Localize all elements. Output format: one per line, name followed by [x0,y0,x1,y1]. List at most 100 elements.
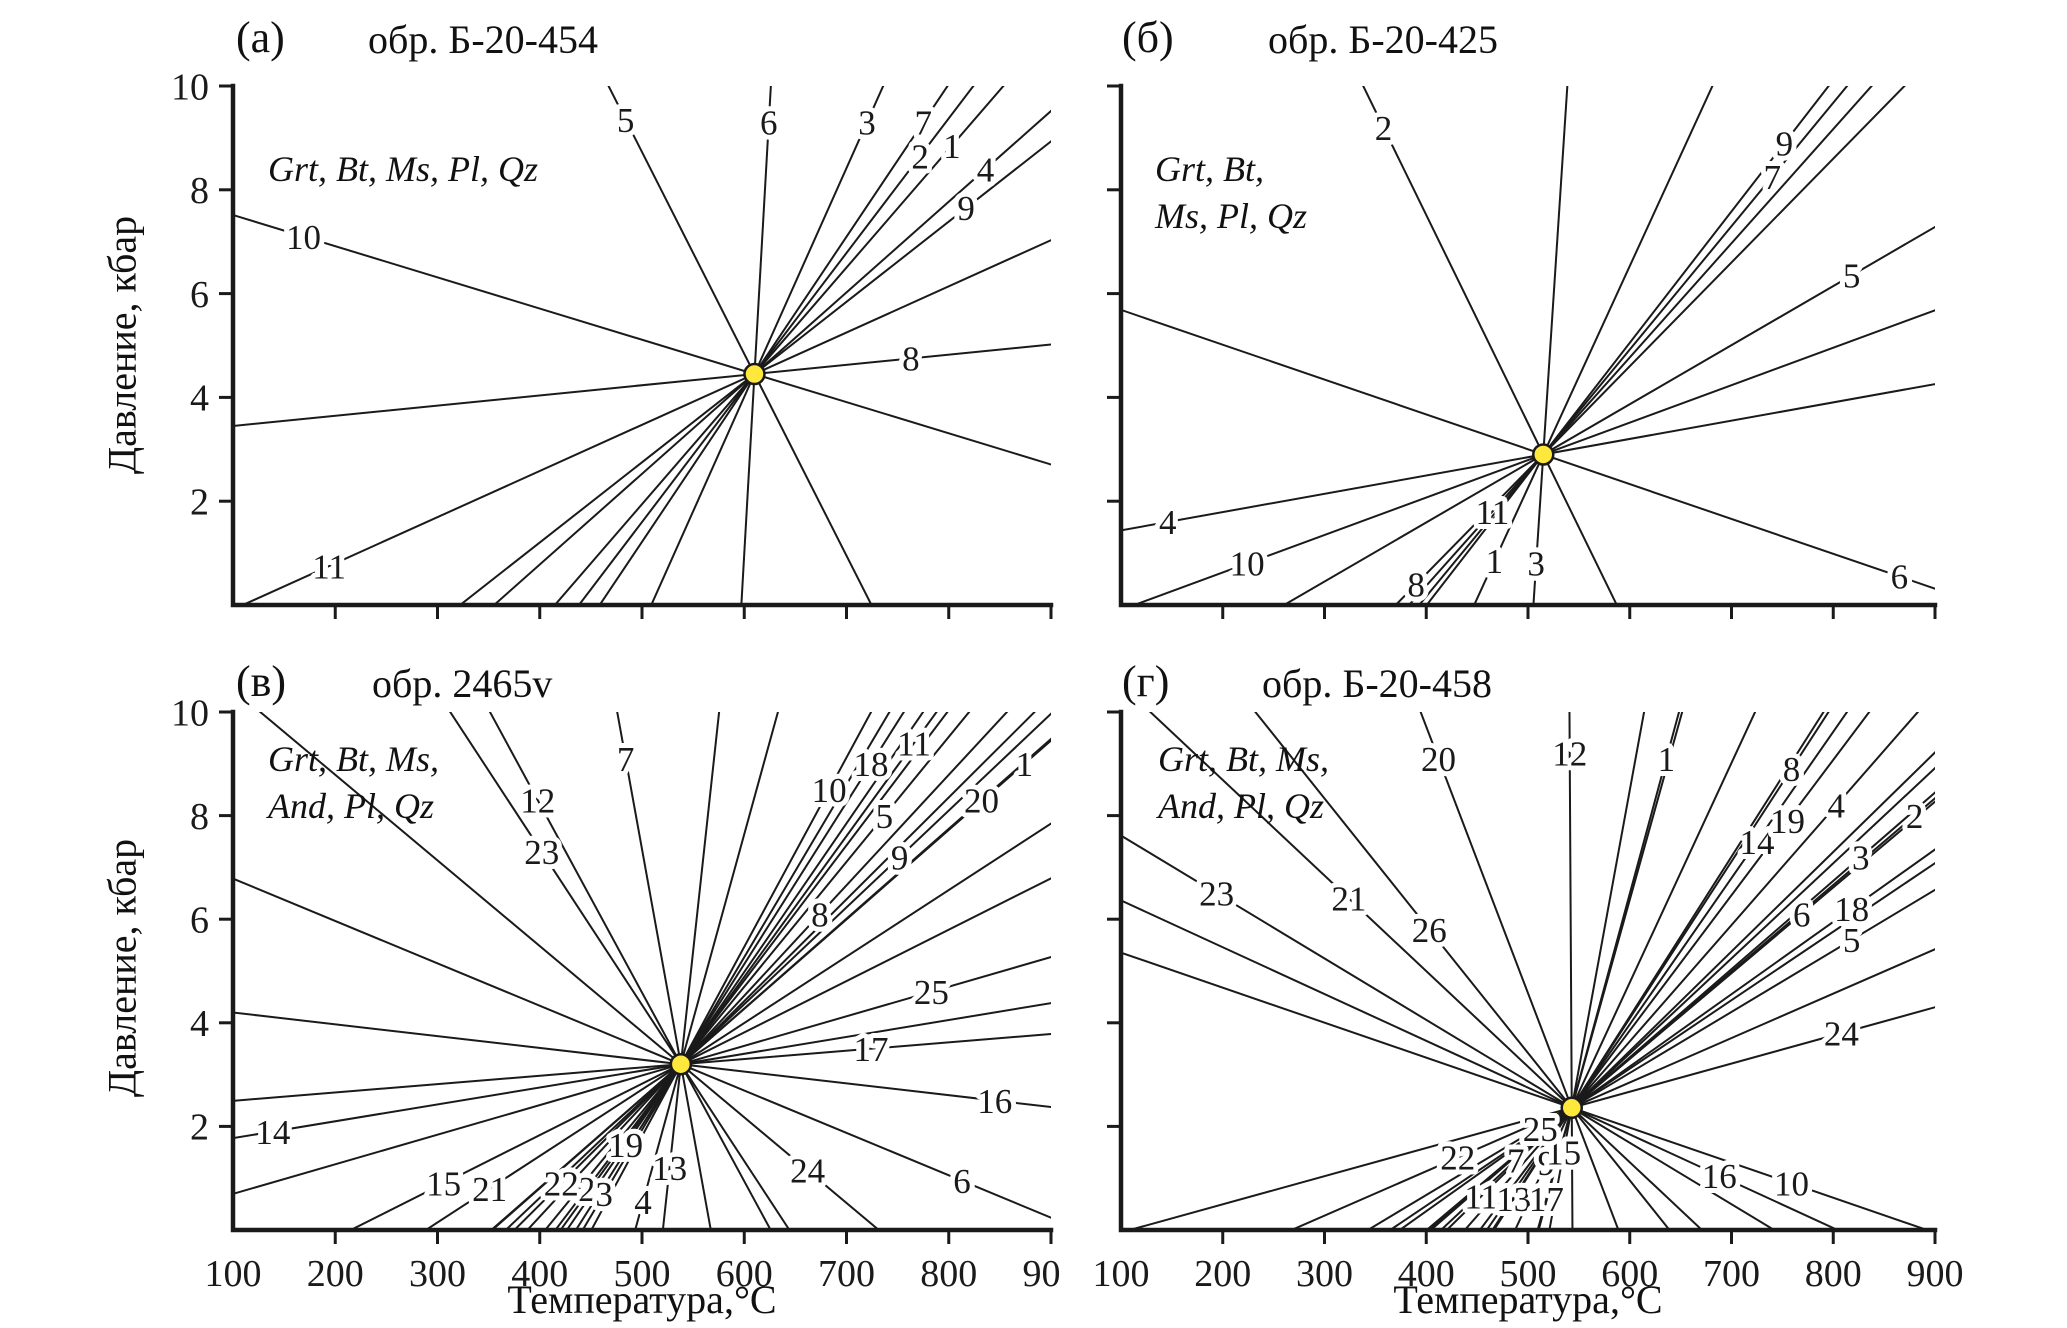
isopleth-line [1407,86,1873,605]
isopleth-label: 10 [812,771,847,810]
isopleth-label: 8 [811,895,829,934]
y-tick-label: 4 [190,378,209,420]
y-tick-label: 2 [190,1107,209,1149]
x-tick-label: 200 [1194,1253,1251,1295]
isopleth-label: 21 [1331,880,1366,919]
isopleth-label: 1 [1658,740,1676,779]
x-axis-label-left: Температура,°C [507,1277,777,1322]
y-tick-label: 6 [190,274,209,316]
isopleth-lines [1121,86,1935,605]
isopleth-label: 3 [1852,838,1870,877]
sample-title-a: обр. Б-20-454 [368,17,598,62]
x-tick-label: 700 [818,1253,875,1295]
isopleth-label: 6 [1891,558,1909,597]
isopleth-label: 26 [1412,911,1447,950]
y-tick-label: 6 [190,900,209,942]
pt-diagram-b: 1 2 3 4 5 6 7 8 9 10 11 [1107,83,1938,619]
y-tick-label: 8 [190,170,209,212]
isopleth-label: 13 [652,1149,687,1188]
isopleth-label: 3 [858,104,876,143]
panel-letter-a: (а) [236,13,285,62]
isopleth-label: 5 [1843,921,1861,960]
isopleth-label: 16 [977,1082,1012,1121]
x-tick-label: 100 [1093,1253,1150,1295]
sample-title-g: обр. Б-20-458 [1262,661,1492,706]
isopleth-label: 11 [897,724,931,763]
isopleth-label: 1 [943,127,961,166]
x-tick-label: 700 [1703,1253,1760,1295]
isopleth-line [1131,309,1935,605]
isopleth-label: 6 [760,104,778,143]
isopleth-label: 8 [1407,565,1425,604]
isopleth-label: 17 [854,1030,889,1069]
pt-intersection-point [1560,1096,1584,1120]
isopleth-line [1121,308,1935,590]
axes [1118,83,1938,608]
mineral-assemblage-v: Grt, Bt, Ms, And, Pl, Qz [268,739,439,826]
isopleth-label: 18 [854,745,889,784]
pt-diagram-v: 1002003004005006007008009002468101234567… [171,692,1062,1295]
x-tick-label: 200 [307,1253,364,1295]
pt-diagram-g: 100 200 300 400 500 600 700 800 9001234567891011… [1093,709,1964,1295]
isopleth-label: 20 [1421,740,1456,779]
isopleth-label: 2 [1906,797,1924,836]
y-tick-label: 10 [171,66,209,108]
isopleth-label: 6 [953,1162,971,1201]
isopleth-label: 9 [957,189,975,228]
isopleth-label: 7 [617,740,635,779]
isopleth-label: 9 [1776,124,1794,163]
mineral-assemblage-a: Grt, Bt, Ms, Pl, Qz [268,149,538,189]
isopleth-label: 4 [977,150,995,189]
isopleth-label: 16 [1702,1157,1737,1196]
x-axis-label-right: Температура,°C [1393,1277,1663,1322]
isopleth-label: 5 [617,101,635,140]
sample-title-v: обр. 2465v [372,661,553,706]
isopleth-line [1394,86,1906,605]
y-tick-label: 4 [190,1003,209,1045]
x-tick-label: 300 [1296,1253,1353,1295]
isopleth-label: 1 [1486,542,1504,581]
isopleth-label: 21 [472,1170,507,1209]
isopleth-label: 22 [544,1165,579,1204]
isopleth-label: 20 [964,781,999,820]
isopleth-label: 3 [595,1175,613,1214]
isopleth-label: 8 [902,340,920,379]
x-tick-label: 800 [920,1253,977,1295]
x-tick-label: 100 [205,1253,262,1295]
isopleth-label: 4 [1159,503,1177,542]
isopleth-label: 15 [426,1165,461,1204]
isopleth-label: 12 [1552,735,1587,774]
x-tick-label: 300 [409,1253,466,1295]
isopleth-label: 10 [1774,1165,1809,1204]
isopleth-label: 7 [914,104,932,143]
mineral-assemblage-g: Grt, Bt, Ms, And, Pl, Qz [1158,739,1329,826]
isopleth-label: 10 [286,218,321,257]
isopleth-label: 5 [1843,257,1861,296]
axes [230,83,1054,608]
mineral-assemblage-b: Grt, Bt, Ms, Pl, Qz [1155,149,1307,236]
isopleth-label: 14 [1739,823,1774,862]
isopleth-label: 24 [790,1152,825,1191]
isopleth-lines [233,86,1051,605]
pt-intersection-point [743,362,766,386]
isopleth-line [1362,86,1618,605]
isopleth-label: 3 [1527,545,1545,584]
sample-title-b: обр. Б-20-425 [1268,17,1498,62]
isopleth-label: 22 [1440,1139,1475,1178]
isopleth-label: 6 [1793,895,1811,934]
isopleth-label: 10 [1230,545,1265,584]
x-tick-label: 900 [1023,1253,1062,1295]
isopleth-label: 14 [255,1113,290,1152]
isopleth-line [1282,225,1935,605]
isopleth-label: 8 [1783,750,1801,789]
isopleth-line [458,140,1051,605]
isopleth-line [1473,86,1714,605]
isopleth-label: 15 [1546,1134,1581,1173]
y-tick-label: 8 [190,796,209,838]
x-tick-label: 500 [614,1253,671,1295]
isopleth-label: 11 [1476,493,1510,532]
isopleth-label: 7 [1763,158,1781,197]
isopleth-line [1417,86,1849,605]
isopleth-label: 18 [1834,890,1869,929]
panel-letter-v: (в) [236,657,287,706]
